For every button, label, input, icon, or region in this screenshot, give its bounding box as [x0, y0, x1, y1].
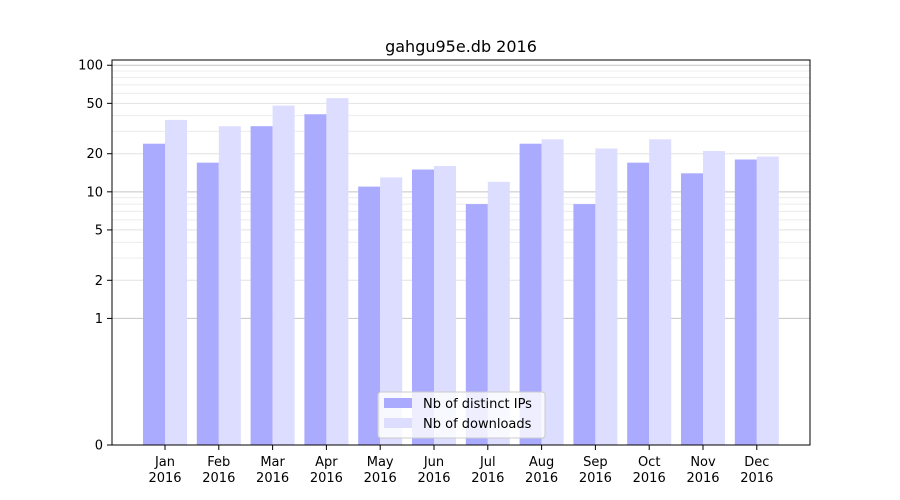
bar-ips — [681, 173, 703, 445]
legend-label: Nb of downloads — [423, 417, 532, 432]
bar-ips — [465, 204, 488, 445]
bar-ips — [573, 204, 596, 445]
x-tick-label-month: Feb — [207, 455, 230, 470]
x-tick-label-month: May — [367, 455, 394, 470]
y-tick-label: 2 — [95, 274, 103, 289]
x-tick-label-year: 2016 — [310, 471, 343, 486]
bar-ips — [304, 114, 327, 445]
x-tick-label-month: Oct — [638, 455, 660, 470]
bar-downloads — [595, 148, 618, 445]
y-tick-label: 5 — [95, 223, 103, 238]
bar-downloads — [165, 119, 187, 445]
y-axis: 0 1 2 5 10 20 50 100 — [78, 59, 112, 454]
x-axis: Jan2016Feb2016Mar2016Apr2016May2016Jun20… — [148, 445, 773, 486]
x-tick-label-month: Aug — [529, 455, 554, 470]
plot-frame — [111, 59, 811, 446]
x-tick-label-month: Dec — [744, 455, 769, 470]
legend-swatch — [384, 418, 412, 428]
x-tick-label-year: 2016 — [417, 471, 450, 486]
bar-downloads — [326, 98, 349, 445]
x-tick-label-month: Jan — [154, 455, 175, 470]
bar-ips — [250, 126, 273, 446]
y-tick-label: 0 — [95, 439, 103, 454]
x-tick-label-year: 2016 — [202, 471, 235, 486]
bar-downloads — [434, 165, 456, 446]
bar-ips — [143, 143, 165, 445]
x-tick-label-month: Mar — [260, 455, 285, 470]
x-tick-label-year: 2016 — [256, 471, 289, 486]
x-tick-label-month: Sep — [583, 455, 608, 470]
x-tick-label-year: 2016 — [740, 471, 773, 486]
legend-box — [377, 391, 546, 439]
legend: Nb of distinct IPs Nb of downloads — [377, 391, 546, 439]
x-tick-label-year: 2016 — [364, 471, 397, 486]
x-tick-label-year: 2016 — [471, 471, 504, 486]
x-tick-label-year: 2016 — [633, 471, 666, 486]
bar-ips — [196, 162, 219, 445]
bar-downloads — [649, 139, 672, 445]
bar-downloads — [272, 105, 295, 446]
y-tick-label: 1 — [95, 312, 103, 327]
bar-downloads — [541, 139, 564, 445]
chart-title: gahgu95e.db 2016 — [385, 37, 537, 56]
x-tick-label-month: Apr — [315, 455, 338, 470]
x-tick-label-year: 2016 — [686, 471, 719, 486]
bar-ips — [734, 159, 757, 445]
bar-ips — [412, 169, 434, 445]
bar-downloads — [380, 177, 403, 446]
bar-downloads — [487, 181, 510, 445]
y-tick-label: 20 — [86, 147, 103, 162]
x-tick-label-month: Nov — [690, 455, 716, 470]
legend-label: Nb of distinct IPs — [423, 397, 532, 412]
bar-ips — [519, 143, 542, 445]
bar-downloads — [218, 126, 241, 446]
legend-swatch — [384, 398, 412, 408]
bar-ips — [358, 186, 381, 446]
bar-ips — [627, 162, 650, 445]
y-tick-label: 100 — [78, 59, 103, 74]
y-tick-label: 50 — [86, 97, 103, 112]
x-tick-label-year: 2016 — [148, 471, 181, 486]
x-tick-label-month: Jul — [479, 455, 496, 470]
bars — [143, 98, 779, 446]
x-tick-label-month: Jun — [423, 455, 444, 470]
bar-downloads — [756, 156, 779, 446]
y-tick-label: 10 — [86, 185, 103, 200]
bar-downloads — [703, 151, 725, 445]
x-tick-label-year: 2016 — [579, 471, 612, 486]
x-tick-label-year: 2016 — [525, 471, 558, 486]
